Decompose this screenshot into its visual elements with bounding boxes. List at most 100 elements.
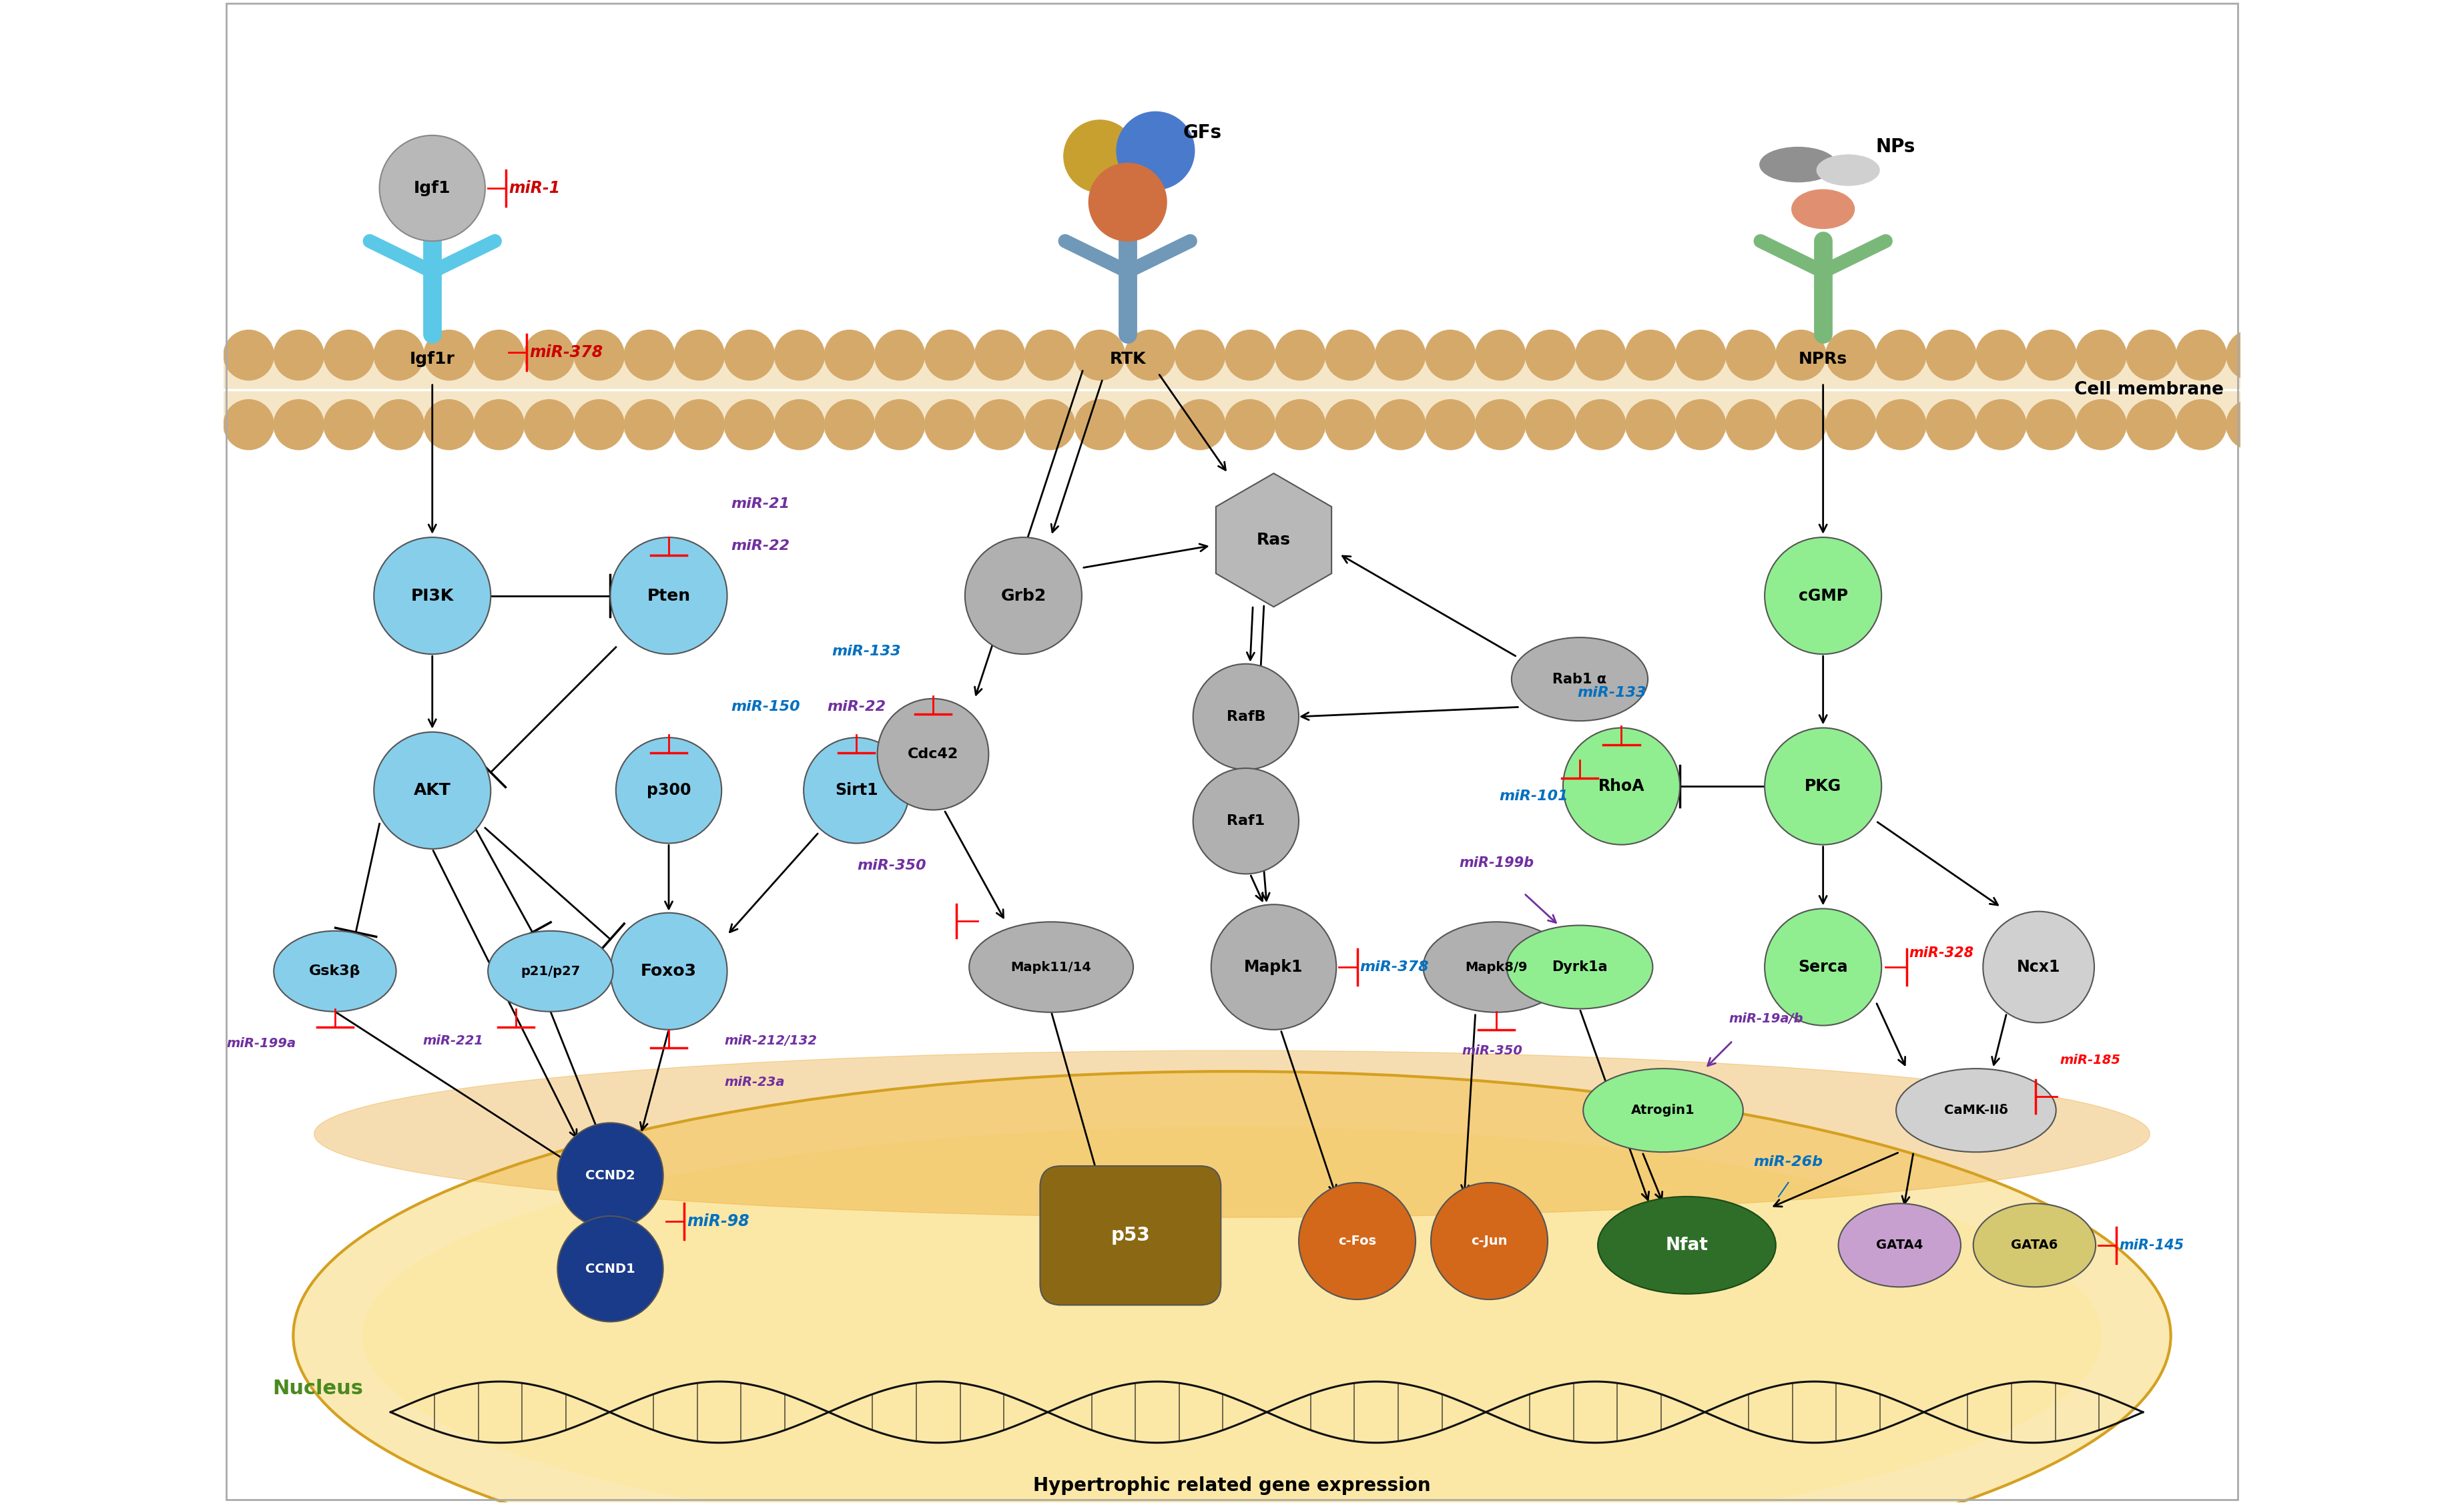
Circle shape: [1725, 400, 1777, 449]
Polygon shape: [1215, 473, 1331, 607]
Text: miR-22: miR-22: [732, 540, 791, 552]
Circle shape: [1826, 331, 1875, 380]
Text: Foxo3: Foxo3: [641, 963, 697, 980]
Text: Grb2: Grb2: [1000, 588, 1047, 604]
Ellipse shape: [488, 930, 614, 1012]
Circle shape: [557, 1123, 663, 1228]
Text: p21/p27: p21/p27: [520, 965, 582, 977]
Ellipse shape: [1584, 1069, 1742, 1153]
Text: miR-378: miR-378: [1360, 960, 1429, 974]
Circle shape: [1274, 331, 1326, 380]
Circle shape: [623, 400, 675, 449]
Text: miR-350: miR-350: [857, 858, 926, 872]
Text: Igf1r: Igf1r: [409, 352, 456, 367]
Ellipse shape: [1597, 1196, 1777, 1294]
Text: PI3K: PI3K: [411, 588, 453, 604]
Circle shape: [525, 331, 574, 380]
Circle shape: [825, 400, 875, 449]
Text: Rab1 α: Rab1 α: [1552, 672, 1607, 685]
Circle shape: [623, 331, 675, 380]
Circle shape: [323, 331, 375, 380]
Ellipse shape: [362, 1127, 2102, 1503]
Circle shape: [1676, 331, 1725, 380]
Text: GATA6: GATA6: [2011, 1238, 2057, 1252]
Text: RhoA: RhoA: [1599, 779, 1643, 794]
Circle shape: [1025, 400, 1074, 449]
Circle shape: [875, 331, 924, 380]
Circle shape: [1725, 331, 1777, 380]
Text: miR-328: miR-328: [1910, 947, 1974, 960]
Circle shape: [224, 331, 274, 380]
Text: miR-378: miR-378: [530, 344, 604, 361]
Ellipse shape: [293, 1072, 2171, 1503]
Circle shape: [1976, 331, 2025, 380]
Text: miR-19a/b: miR-19a/b: [1730, 1012, 1804, 1025]
Text: GFs: GFs: [1183, 123, 1222, 141]
Circle shape: [379, 135, 485, 240]
Ellipse shape: [968, 921, 1133, 1013]
Text: Mapk8/9: Mapk8/9: [1466, 960, 1528, 974]
Text: miR-21: miR-21: [732, 497, 791, 511]
Circle shape: [525, 400, 574, 449]
Circle shape: [1875, 331, 1927, 380]
Text: miR-212/132: miR-212/132: [724, 1034, 818, 1048]
Text: Ras: Ras: [1257, 532, 1291, 549]
Circle shape: [924, 400, 976, 449]
Ellipse shape: [1838, 1204, 1961, 1287]
Ellipse shape: [1510, 637, 1648, 721]
Text: RafB: RafB: [1227, 709, 1266, 723]
Text: miR-98: miR-98: [687, 1213, 749, 1229]
Text: Igf1: Igf1: [414, 180, 451, 197]
Circle shape: [724, 400, 774, 449]
Circle shape: [473, 331, 525, 380]
Ellipse shape: [1424, 921, 1570, 1013]
Text: CCND2: CCND2: [586, 1169, 636, 1181]
Circle shape: [1432, 1183, 1547, 1300]
Circle shape: [1525, 400, 1574, 449]
Circle shape: [1626, 331, 1676, 380]
Circle shape: [1089, 164, 1165, 240]
Ellipse shape: [1974, 1204, 2097, 1287]
FancyBboxPatch shape: [1040, 1166, 1220, 1305]
Circle shape: [1212, 905, 1335, 1030]
Circle shape: [1976, 400, 2025, 449]
Text: p53: p53: [1111, 1226, 1151, 1244]
Circle shape: [877, 699, 988, 810]
Text: AKT: AKT: [414, 783, 451, 798]
Circle shape: [774, 331, 825, 380]
Circle shape: [825, 331, 875, 380]
Text: RTK: RTK: [1109, 352, 1146, 367]
Ellipse shape: [1759, 147, 1836, 182]
Text: Dyrk1a: Dyrk1a: [1552, 960, 1607, 974]
Circle shape: [1826, 400, 1875, 449]
Text: c-Jun: c-Jun: [1471, 1235, 1508, 1247]
Text: Cell membrane: Cell membrane: [2075, 382, 2223, 398]
Circle shape: [611, 912, 727, 1030]
Circle shape: [724, 331, 774, 380]
Text: GATA4: GATA4: [1875, 1238, 1922, 1252]
Text: miR-26b: miR-26b: [1754, 1156, 1823, 1168]
Text: Cdc42: Cdc42: [907, 747, 958, 761]
Circle shape: [574, 400, 623, 449]
Circle shape: [574, 331, 623, 380]
Circle shape: [2227, 400, 2277, 449]
Circle shape: [1875, 400, 1927, 449]
Circle shape: [1476, 331, 1525, 380]
Circle shape: [274, 331, 323, 380]
Text: miR-145: miR-145: [2119, 1238, 2183, 1252]
Text: p300: p300: [646, 783, 690, 798]
Text: miR-221: miR-221: [424, 1034, 483, 1048]
Circle shape: [1064, 120, 1136, 192]
Circle shape: [1225, 331, 1274, 380]
Circle shape: [1574, 331, 1626, 380]
Circle shape: [1375, 400, 1424, 449]
Text: Hypertrophic related gene expression: Hypertrophic related gene expression: [1032, 1476, 1432, 1495]
Text: Sirt1: Sirt1: [835, 783, 877, 798]
Text: miR-185: miR-185: [2060, 1054, 2119, 1067]
Circle shape: [1574, 400, 1626, 449]
Circle shape: [1274, 400, 1326, 449]
Text: miR-133: miR-133: [833, 645, 902, 658]
Ellipse shape: [1791, 189, 1855, 228]
Circle shape: [1375, 331, 1424, 380]
Text: NPs: NPs: [1875, 137, 1915, 156]
